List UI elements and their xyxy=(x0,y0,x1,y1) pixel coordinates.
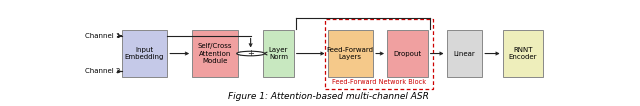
FancyBboxPatch shape xyxy=(387,30,428,77)
Text: Feed-Forward
Layers: Feed-Forward Layers xyxy=(327,47,374,60)
FancyBboxPatch shape xyxy=(263,30,294,77)
Text: Channel 2: Channel 2 xyxy=(85,68,120,75)
Text: RNNT
Encoder: RNNT Encoder xyxy=(509,47,537,60)
FancyBboxPatch shape xyxy=(447,30,483,77)
Text: +: + xyxy=(247,49,254,58)
FancyBboxPatch shape xyxy=(502,30,543,77)
FancyBboxPatch shape xyxy=(192,30,237,77)
Text: Linear: Linear xyxy=(454,51,476,56)
Text: Figure 1: Attention-based multi-channel ASR: Figure 1: Attention-based multi-channel … xyxy=(228,92,428,101)
Text: Channel 1: Channel 1 xyxy=(85,33,120,39)
Text: Self/Cross
Attention
Module: Self/Cross Attention Module xyxy=(198,43,232,64)
Text: Layer
Norm: Layer Norm xyxy=(269,47,288,60)
Text: Dropout: Dropout xyxy=(394,51,421,56)
Text: Feed-Forward Network Block: Feed-Forward Network Block xyxy=(332,79,426,85)
FancyBboxPatch shape xyxy=(122,30,167,77)
Circle shape xyxy=(237,51,264,56)
FancyBboxPatch shape xyxy=(328,30,373,77)
Bar xyxy=(324,19,433,89)
Text: Input
Embedding: Input Embedding xyxy=(125,47,164,60)
